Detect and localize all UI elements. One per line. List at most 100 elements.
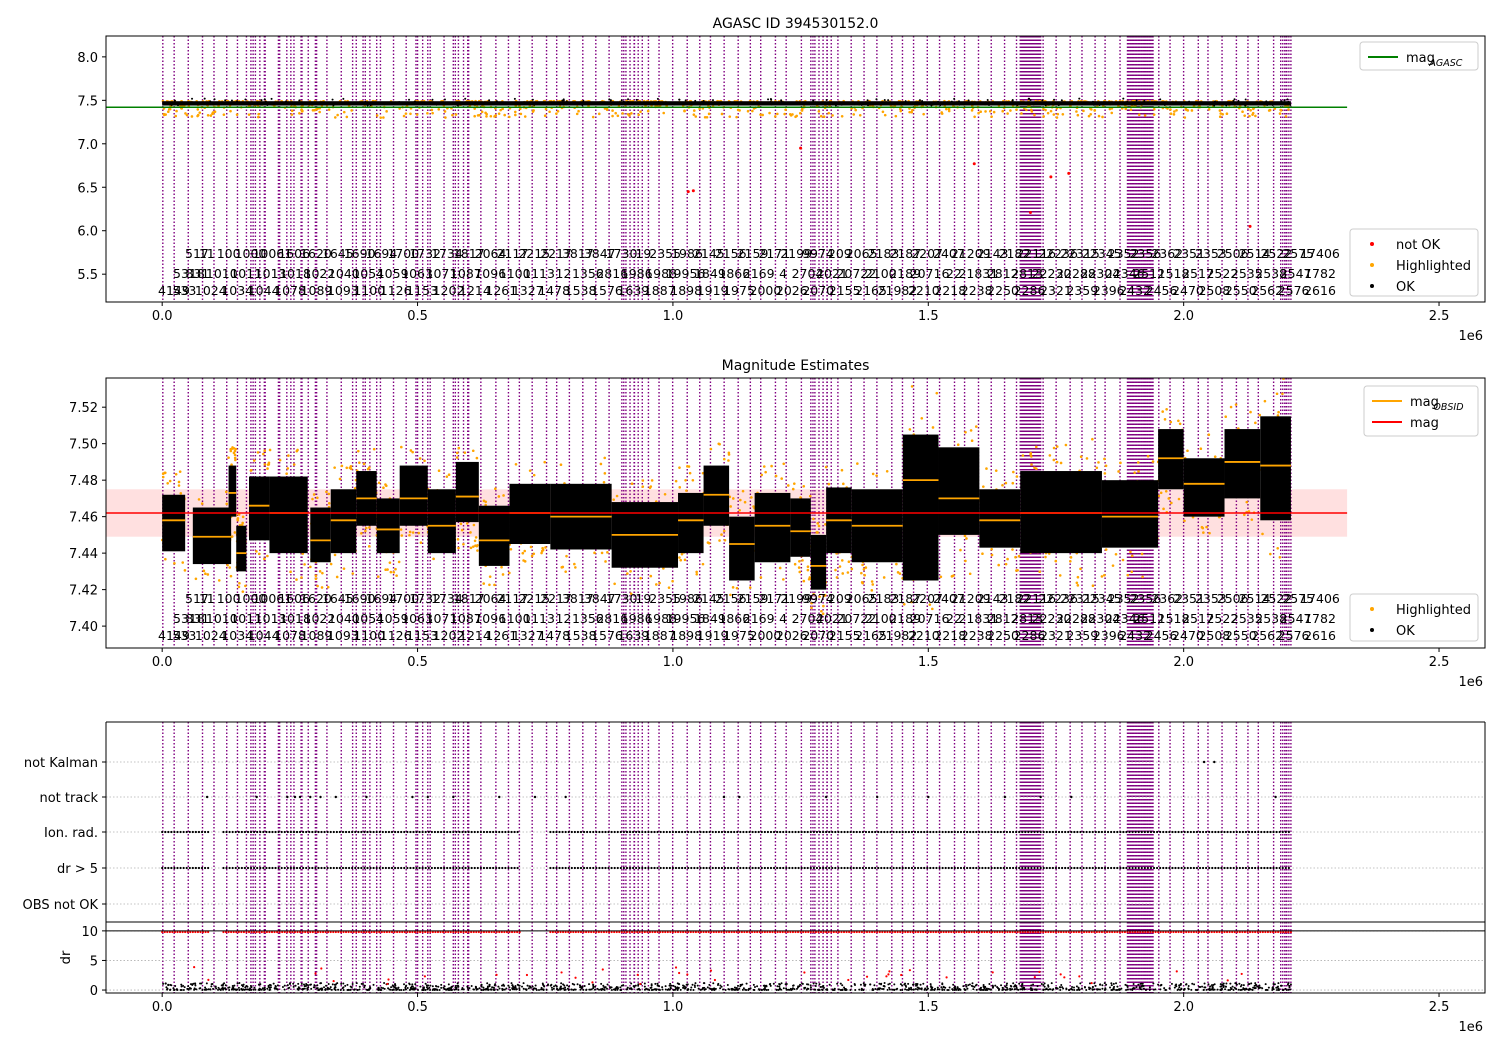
highlighted-point (432, 557, 435, 561)
flag-point (874, 866, 877, 870)
ok-point (763, 986, 766, 989)
ok-point (286, 984, 289, 987)
highlighted-point (1241, 110, 1244, 114)
highlighted-point (821, 612, 825, 616)
flag-point (326, 830, 329, 834)
highlighted-point (1164, 489, 1168, 493)
flag-point (492, 866, 495, 870)
ok-point (769, 97, 772, 100)
flag-point (1048, 830, 1051, 834)
highlighted-point (1021, 454, 1025, 457)
flag-point (1070, 830, 1073, 834)
highlighted-point (455, 456, 459, 459)
obsid-label: 2145 (693, 246, 725, 261)
ok-point (580, 987, 583, 990)
highlighted-point (1248, 114, 1251, 118)
obsid-label: 1986 (621, 266, 653, 281)
flag-point (1211, 866, 1214, 870)
ok-point (1282, 988, 1285, 991)
highlighted-point (314, 577, 318, 581)
ok-point (765, 989, 768, 992)
flag-point (619, 866, 622, 870)
flag-point (427, 866, 430, 870)
ok-point (869, 983, 872, 986)
y-tick-label: 7.42 (69, 584, 98, 599)
not-ok-point (686, 190, 690, 194)
flag-point (182, 866, 185, 870)
ok-point (926, 987, 929, 990)
ok-point (488, 99, 491, 102)
obsid-label: 1018 (279, 266, 311, 281)
highlighted-point (290, 113, 294, 116)
obsid-label: 1700 (387, 246, 419, 261)
highlighted-point (190, 115, 194, 118)
x-tick-label: 1.5 (918, 655, 939, 670)
ok-point (745, 102, 748, 105)
ok-point (413, 100, 416, 103)
obsid-label: 2514 (1239, 591, 1271, 606)
highlighted-point (507, 115, 511, 119)
flag-point (586, 866, 589, 870)
obsid-label: 3817 (562, 246, 594, 261)
highlighted-point (927, 372, 930, 375)
highlighted-point (1137, 113, 1141, 117)
flag-point (271, 866, 274, 870)
highlighted-point (706, 541, 710, 544)
ok-point (951, 988, 954, 991)
highlighted-point (367, 545, 371, 548)
highlighted-point (1207, 433, 1211, 436)
highlighted-point (1029, 108, 1033, 112)
flag-point (1057, 866, 1061, 870)
flag-point (268, 866, 271, 870)
obsid-label: 2210 (908, 283, 940, 298)
flag-point (1235, 866, 1238, 870)
highlighted-point (519, 112, 523, 116)
ok-point (289, 102, 292, 105)
highlighted-point (1254, 421, 1257, 425)
obsid-label: 1694 (366, 246, 398, 261)
flag-point (1235, 830, 1238, 834)
ok-point (1237, 99, 1240, 102)
flag-point (916, 830, 920, 834)
ok-point (191, 97, 194, 100)
ok-point (416, 103, 419, 106)
highlighted-point (862, 567, 866, 571)
highlighted-point (683, 558, 687, 562)
flag-point (840, 866, 843, 870)
ok-point (974, 984, 977, 987)
ok-point (884, 101, 887, 104)
flag-point (1226, 830, 1229, 834)
flag-point (341, 866, 345, 870)
flag-point (723, 866, 727, 870)
flag-point (628, 830, 632, 834)
highlighted-point (1157, 494, 1161, 498)
flag-point (433, 830, 437, 834)
flag-point (470, 830, 473, 834)
flag-point (595, 830, 598, 834)
highlighted-point (295, 578, 298, 581)
flag-point (886, 866, 889, 870)
flag-point (619, 830, 622, 834)
obsid-label: 1018 (279, 611, 311, 626)
ok-point (1219, 985, 1222, 988)
flag-point (625, 830, 629, 834)
highlighted-point (499, 108, 502, 112)
highlighted-point (741, 489, 745, 493)
ok-point (1094, 103, 1097, 106)
ok-point (521, 985, 524, 988)
obsid-label: 21209 (951, 246, 991, 261)
flag-point (1281, 830, 1284, 834)
ok-point (392, 101, 395, 104)
ok-point (692, 989, 695, 992)
obsid-label: 2169 (743, 611, 775, 626)
flag-point (424, 866, 427, 870)
highlighted-point (173, 562, 176, 565)
ok-point (756, 985, 759, 988)
ok-point (456, 982, 459, 985)
obsid-label: 2506 (1217, 591, 1249, 606)
ok-point (1202, 988, 1205, 991)
flag-point (1232, 866, 1235, 870)
ok-point (331, 983, 334, 986)
highlighted-point (1055, 116, 1059, 119)
obsid-label: 1078 (274, 283, 306, 298)
